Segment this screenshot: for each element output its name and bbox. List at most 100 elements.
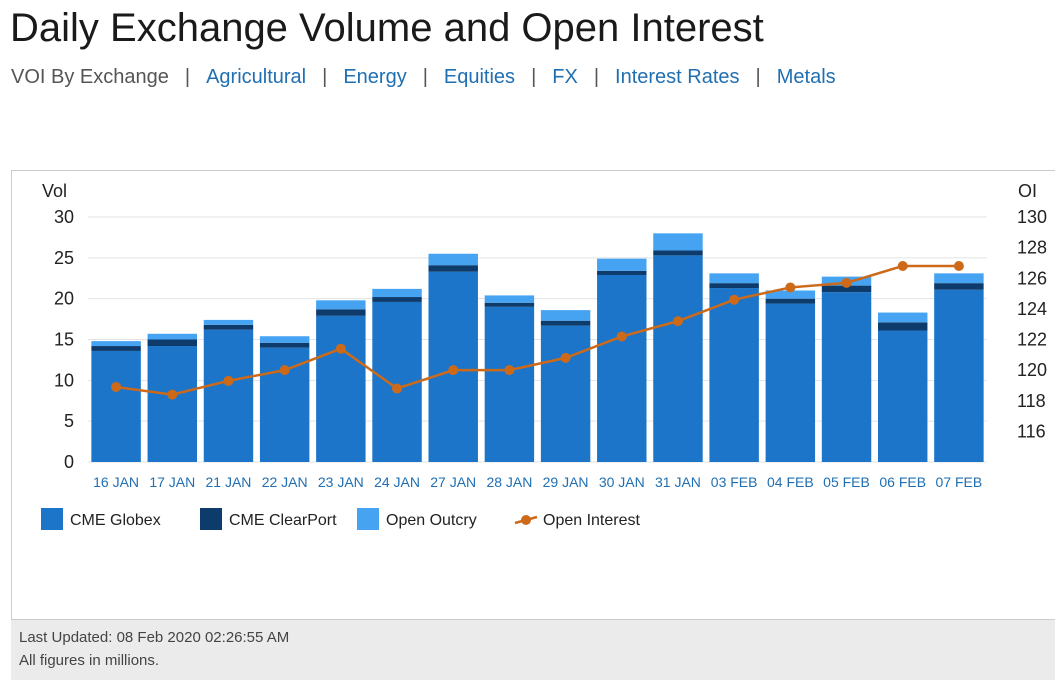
x-tick-label: 16 JAN	[93, 474, 139, 490]
open-interest-point	[335, 343, 346, 354]
page-title: Daily Exchange Volume and Open Interest	[10, 6, 764, 50]
bar-open-outcry	[709, 273, 759, 284]
bar-cme-clearport	[428, 265, 478, 272]
bar-open-outcry	[877, 312, 928, 323]
bar-cme-clearport	[203, 324, 254, 330]
x-tick-label: 17 JAN	[149, 474, 195, 490]
bar-cme-clearport	[147, 339, 198, 347]
chart-footer: Last Updated: 08 Feb 2020 02:26:55 AM Al…	[11, 619, 1055, 680]
bar-cme-globex	[147, 346, 198, 462]
bar-open-outcry	[934, 273, 984, 284]
x-tick-label: 24 JAN	[374, 474, 420, 490]
x-tick-label: 30 JAN	[599, 474, 645, 490]
x-tick-label: 22 JAN	[262, 474, 308, 490]
bar-cme-clearport	[934, 283, 984, 290]
bar-cme-clearport	[91, 346, 141, 351]
open-interest-point	[279, 365, 290, 376]
open-interest-point	[223, 375, 234, 386]
bar-open-outcry	[540, 310, 591, 321]
x-tick-label: 28 JAN	[486, 474, 532, 490]
y2-tick-label: 118	[1017, 391, 1046, 411]
y-tick-label: 10	[54, 370, 74, 390]
bar-cme-globex	[484, 306, 535, 462]
bar-cme-globex	[203, 329, 254, 462]
bar-cme-clearport	[709, 283, 759, 289]
y-tick-label: 25	[54, 248, 74, 268]
legend-swatch	[41, 508, 63, 530]
bar-cme-globex	[316, 315, 366, 462]
x-tick-label: 03 FEB	[711, 474, 758, 490]
bar-cme-clearport	[653, 250, 703, 256]
bar-cme-globex	[653, 255, 703, 462]
bar-open-outcry	[653, 233, 703, 251]
open-interest-point	[392, 383, 403, 394]
bar-cme-clearport	[484, 302, 535, 307]
y-tick-label: 5	[64, 411, 74, 431]
x-tick-label: 27 JAN	[430, 474, 476, 490]
nav-link-interest-rates[interactable]: Interest Rates	[615, 66, 740, 88]
open-interest-point	[953, 261, 964, 271]
bar-cme-clearport	[877, 322, 928, 331]
bar-cme-globex	[91, 350, 141, 462]
bar-cme-globex	[709, 288, 759, 462]
bar-cme-globex	[765, 303, 816, 462]
x-tick-label: 06 FEB	[879, 474, 926, 490]
bar-open-outcry	[428, 253, 478, 266]
y-tick-label: 20	[54, 289, 74, 309]
legend-label: CME Globex	[70, 512, 161, 529]
nav-link-agricultural[interactable]: Agricultural	[206, 66, 307, 88]
bar-open-outcry	[259, 336, 310, 343]
y-tick-label: 15	[54, 330, 74, 350]
x-tick-label: 07 FEB	[936, 474, 983, 490]
bar-open-outcry	[765, 290, 816, 299]
bar-cme-globex	[934, 289, 984, 462]
open-interest-point	[560, 352, 571, 363]
open-interest-point	[448, 365, 459, 376]
bar-open-outcry	[91, 341, 141, 347]
nav-link-fx[interactable]: FX	[552, 66, 578, 88]
bar-cme-clearport	[372, 297, 422, 302]
nav-link-energy[interactable]: Energy	[343, 66, 407, 88]
legend-label: Open Interest	[543, 512, 641, 529]
bar-cme-clearport	[540, 320, 591, 326]
open-interest-line	[115, 264, 959, 396]
bar-cme-globex	[540, 325, 591, 462]
x-tick-label: 31 JAN	[655, 474, 701, 490]
bar-cme-clearport	[821, 285, 872, 293]
y-tick-label: 0	[64, 452, 74, 472]
bar-open-outcry	[203, 319, 254, 325]
x-tick-label: 29 JAN	[543, 474, 589, 490]
x-tick-label: 23 JAN	[318, 474, 364, 490]
y-axis-title: Vol	[42, 181, 67, 201]
open-interest-point	[111, 381, 122, 392]
y2-tick-label: 122	[1017, 330, 1047, 350]
open-interest-point	[616, 331, 627, 342]
last-updated-text: Last Updated: 08 Feb 2020 02:26:55 AM	[19, 629, 290, 646]
open-interest-point	[841, 277, 852, 288]
chart-panel: 0 5 10 15 20 25 30 116 118 120 122 124 126 128 130 Vol O…	[11, 170, 1055, 680]
nav-link-equities[interactable]: Equities	[443, 66, 516, 88]
y2-tick-label: 128	[1017, 238, 1047, 258]
x-tick-label: 05 FEB	[823, 474, 870, 490]
bar-open-outcry	[316, 300, 366, 310]
y2-tick-label: 130	[1017, 207, 1047, 227]
legend-label: Open Outcry	[386, 512, 477, 529]
x-tick-label: 21 JAN	[206, 474, 252, 490]
bar-open-outcry	[484, 295, 535, 303]
volume-oi-chart: 0 5 10 15 20 25 30 116 118 120 122 124 126 128 130 Vol O…	[41, 181, 1047, 530]
bar-open-outcry	[147, 333, 198, 340]
open-interest-point	[729, 294, 740, 305]
y2-tick-label: 116	[1017, 421, 1046, 441]
y2-tick-label: 120	[1017, 360, 1047, 380]
nav-current-voi-by-exchange: VOI By Exchange	[11, 66, 169, 88]
y2-tick-label: 126	[1017, 268, 1047, 288]
open-interest-point	[785, 282, 796, 293]
y-tick-label: 30	[54, 207, 74, 227]
exchange-nav: VOI By Exchange | Agricultural | Energy | Equi…	[11, 66, 836, 88]
nav-link-metals[interactable]: Metals	[776, 66, 836, 88]
legend-point-swatch	[521, 515, 531, 525]
legend-label: CME ClearPort	[229, 512, 337, 529]
bar-open-outcry	[372, 288, 422, 298]
y2-tick-label: 124	[1017, 299, 1047, 319]
bar-cme-globex	[597, 274, 647, 462]
